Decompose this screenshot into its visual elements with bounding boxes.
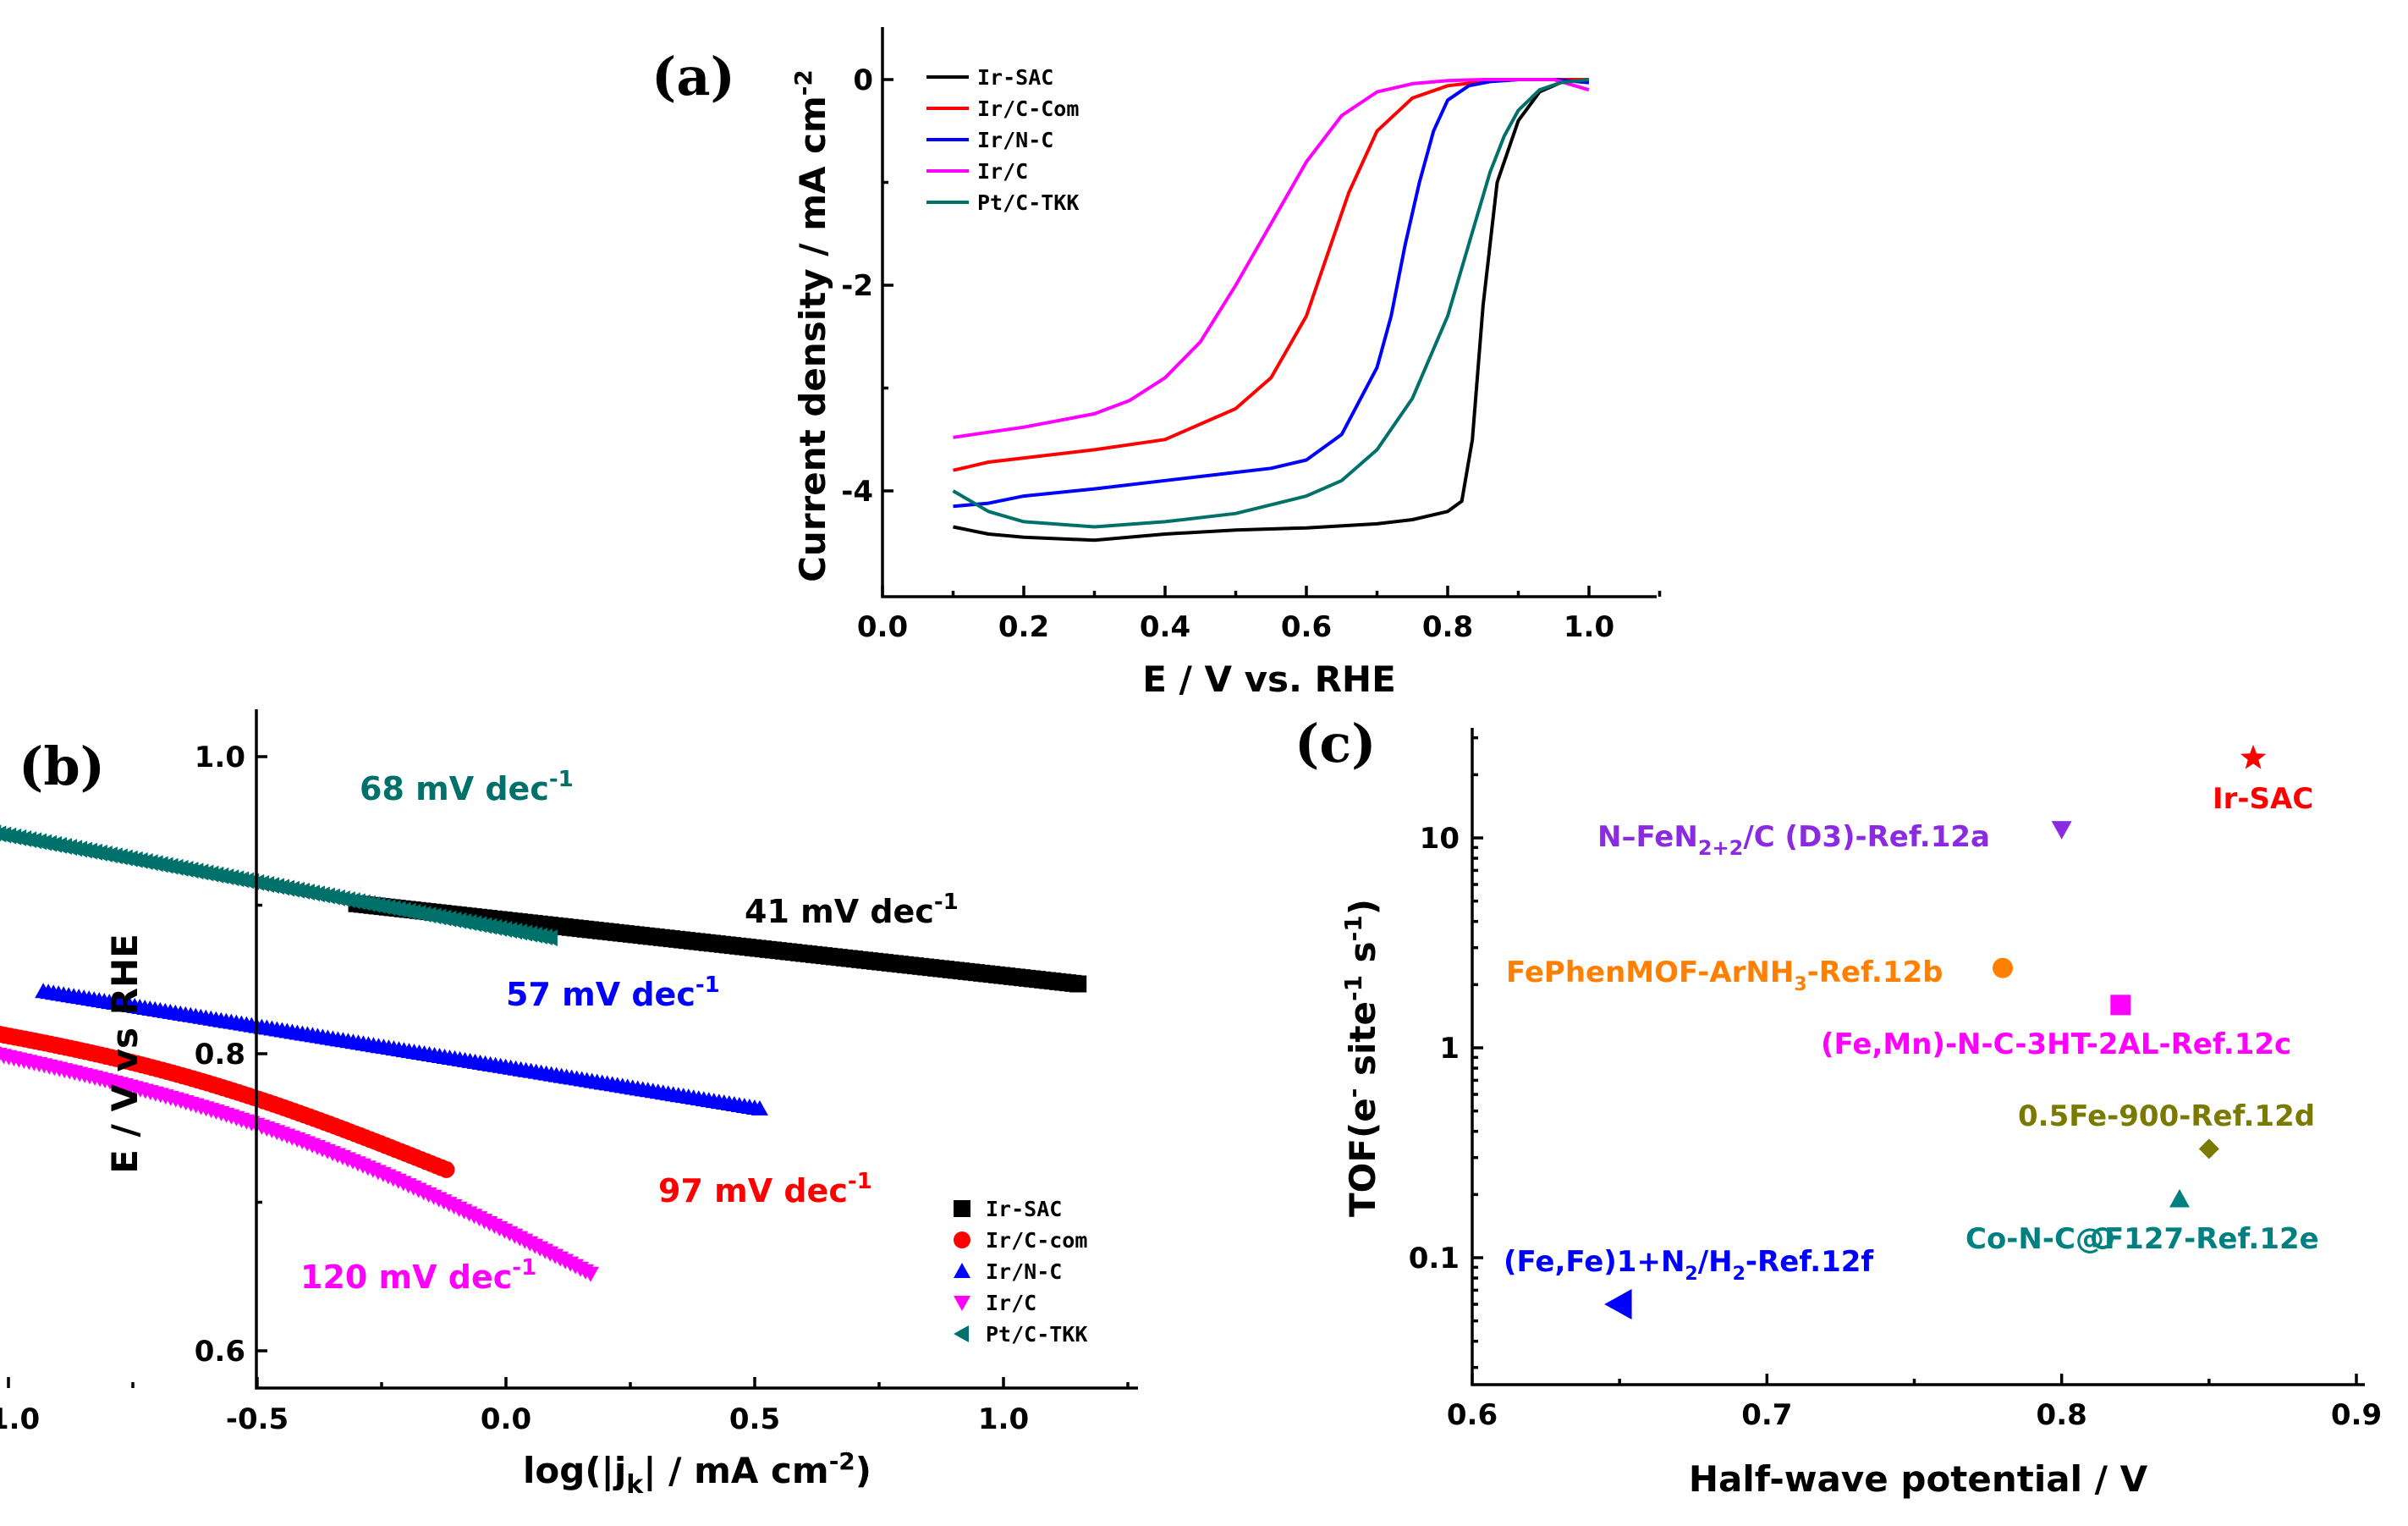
legend-label-pt-c-tkk: Pt/C-TKK <box>977 190 1079 215</box>
series-ir-n-c <box>35 983 768 1116</box>
legend-marker-ir-sac <box>954 1200 970 1217</box>
x-tick-label: 0.7 <box>1741 1398 1792 1432</box>
x-tick-label: 0.6 <box>1281 610 1332 644</box>
y-tick-label: 0 <box>853 63 873 97</box>
y-tick-label: 1 <box>1439 1032 1460 1066</box>
x-tick-label: 0.8 <box>2037 1398 2087 1432</box>
legend-label-ir-c: Ir/C <box>977 159 1028 184</box>
legend-marker-pt-c-tkk <box>954 1325 969 1342</box>
series-ir-c-com <box>0 1025 455 1178</box>
y-tick-label: -4 <box>841 475 873 509</box>
panel-c-label: (c) <box>1295 713 1376 774</box>
panel-c-ticks: 0.6 0.7 0.8 0.9 10 1 0.1 <box>1409 735 2382 1432</box>
y-tick-label: 10 <box>1420 822 1460 856</box>
panel-c-xlabel: Half-wave potential / V <box>1689 1458 2148 1500</box>
panel-a-label: (a) <box>651 46 735 107</box>
legend-label-pt-c-tkk: Pt/C-TKK <box>986 1322 1087 1347</box>
curve-ir-c <box>953 78 1590 439</box>
point-ir-sac <box>2240 744 2267 769</box>
legend-marker-ir-c <box>954 1296 970 1311</box>
legend-label-ir-c-com: Ir/C-com <box>986 1228 1087 1253</box>
point-ir-c-com <box>437 1160 455 1178</box>
tag-irsac: Ir-SAC <box>2213 782 2313 816</box>
panel-b-legend: Ir-SAC Ir/C-com Ir/N-C Ir/C Pt/C-TKK <box>954 1197 1087 1347</box>
tag-ref12b: FePhenMOF-ArNH3-Ref.12b <box>1506 956 1943 995</box>
x-tick-label: -1.0 <box>0 1402 40 1436</box>
panel-b-series <box>0 824 1087 1282</box>
slope-annotation-ircom: 97 mV dec-1 <box>658 1169 872 1209</box>
point-ir-n-c <box>750 1099 768 1116</box>
tag-ref12d: 0.5Fe-900-Ref.12d <box>2018 1099 2315 1133</box>
legend-label-ir-c-com: Ir/C-Com <box>977 96 1079 121</box>
slope-annotation-irsac: 41 mV dec-1 <box>745 890 959 930</box>
panel-a: (a) 0.0 0.2 0.4 0.6 0.8 1.0 0 -2 -4 E / V vs. RH… <box>651 27 1662 700</box>
series-ir-c <box>0 1046 599 1282</box>
panel-b: (b) -1.0 -0.5 0.0 0.5 1.0 1.0 0.8 0.6 log(|jk| … <box>0 709 1138 1500</box>
panel-c-points <box>1604 744 2267 1320</box>
tag-ref12c: (Fe,Mn)-N-C-3HT-2AL-Ref.12c <box>1821 1027 2291 1061</box>
panel-c: (c) 0.6 0.7 0.8 0.9 10 1 0.1 Half-wave potenti… <box>1295 713 2382 1500</box>
legend-label-ir-n-c: Ir/N-C <box>977 128 1053 152</box>
panel-a-xlabel: E / V vs. RHE <box>1142 658 1396 700</box>
legend-label-ir-n-c: Ir/N-C <box>986 1259 1062 1284</box>
panel-b-ylabel: E / V vs RHE <box>104 934 146 1174</box>
point-ir-c <box>581 1266 599 1282</box>
series-ir-sac <box>348 895 1087 993</box>
point-ir-sac <box>1069 975 1087 993</box>
x-tick-label: 0.0 <box>481 1402 531 1436</box>
slope-annotation-irc: 120 mV dec-1 <box>300 1255 536 1296</box>
x-tick-label: -0.5 <box>226 1402 289 1436</box>
ref12e-ring-marker <box>2092 1227 2114 1249</box>
panel-a-ticks: 0.0 0.2 0.4 0.6 0.8 1.0 0 -2 -4 <box>841 63 1662 644</box>
point-0-5fe-900-ref-12d <box>2198 1138 2219 1160</box>
x-tick-label: 1.0 <box>1564 610 1614 644</box>
y-tick-label: 0.1 <box>1409 1242 1460 1275</box>
tag-ref12f: (Fe,Fe)1+N2/H2-Ref.12f <box>1504 1245 1874 1285</box>
panel-b-ticks: -1.0 -0.5 0.0 0.5 1.0 1.0 0.8 0.6 <box>0 741 1130 1436</box>
panel-a-legend: Ir-SAC Ir/C-Com Ir/N-C Ir/C Pt/C-TKK <box>926 65 1079 215</box>
curve-pt-c-tkk <box>952 78 1590 529</box>
y-tick-label: 0.6 <box>195 1335 245 1369</box>
x-tick-label: 0.4 <box>1140 610 1190 644</box>
point-co-n-c-f127-ref-12e <box>2169 1188 2190 1208</box>
tag-ref12e: Co-N-C@F127-Ref.12e <box>1965 1222 2319 1256</box>
panel-c-ylabel: TOF(e- site-1 s-1) <box>1339 899 1383 1217</box>
panel-b-label: (b) <box>19 735 105 797</box>
tag-ref12a: N–FeN2+2/C (D3)-Ref.12a <box>1597 820 1990 860</box>
x-tick-label: 1.0 <box>978 1402 1029 1436</box>
y-tick-label: 1.0 <box>195 741 245 774</box>
x-tick-label: 0.2 <box>998 610 1049 644</box>
panel-a-curves <box>952 78 1590 543</box>
x-tick-label: 0.8 <box>1422 610 1473 644</box>
x-tick-label: 0.5 <box>729 1402 780 1436</box>
series-pt-c-tkk <box>0 824 558 947</box>
panel-a-ylabel: Current density / mA cm-2 <box>789 69 833 582</box>
x-tick-label: 0.9 <box>2331 1398 2382 1432</box>
y-tick-label: -2 <box>841 269 873 303</box>
slope-annotation-ptc: 68 mV dec-1 <box>360 767 574 807</box>
legend-label-ir-c: Ir/C <box>986 1291 1036 1315</box>
legend-marker-ir-n-c <box>954 1263 970 1278</box>
y-tick-label: 0.8 <box>195 1038 245 1072</box>
point-fe-mn-n-c-3ht-2al-ref-12c <box>2110 994 2131 1016</box>
legend-marker-ir-c-com <box>954 1231 970 1248</box>
slope-annotation-irnc: 57 mV dec-1 <box>506 972 720 1013</box>
curve-ir-n-c <box>953 78 1590 509</box>
point-fephenmof-arnh3-ref-12b <box>1993 957 2013 978</box>
legend-label-ir-sac: Ir-SAC <box>977 65 1053 90</box>
panel-b-xlabel: log(|jk| / mA cm-2) <box>523 1447 871 1500</box>
point-pt-c-tkk <box>542 929 558 947</box>
point-fe-fe-1-n2-h2-ref-12f <box>1604 1289 1632 1320</box>
x-tick-label: 0.0 <box>857 610 908 644</box>
point-n-fen2-2-c-d3-ref-12a <box>2051 821 2072 840</box>
x-tick-label: 0.6 <box>1447 1398 1498 1432</box>
legend-label-ir-sac: Ir-SAC <box>986 1197 1062 1221</box>
